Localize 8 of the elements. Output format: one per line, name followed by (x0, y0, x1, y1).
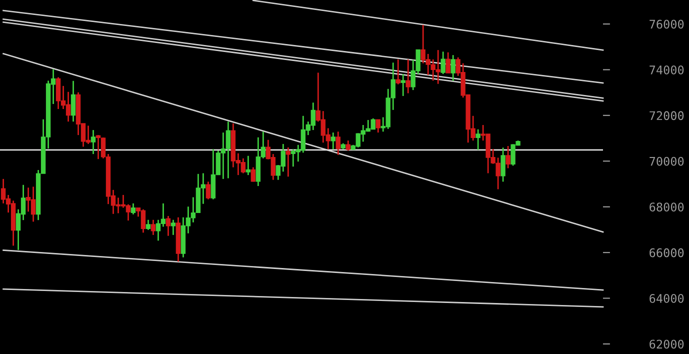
y-tick-label: 62000 (650, 340, 684, 349)
y-tick-label: 64000 (650, 294, 684, 303)
y-tick-label: 70000 (650, 156, 684, 166)
y-tick-label: 72000 (650, 111, 684, 120)
y-tick-label: 66000 (650, 248, 684, 258)
y-tick-label: 68000 (650, 202, 684, 212)
y-tick-label: 76000 (650, 20, 684, 29)
y-tick-label: 74000 (650, 65, 684, 74)
